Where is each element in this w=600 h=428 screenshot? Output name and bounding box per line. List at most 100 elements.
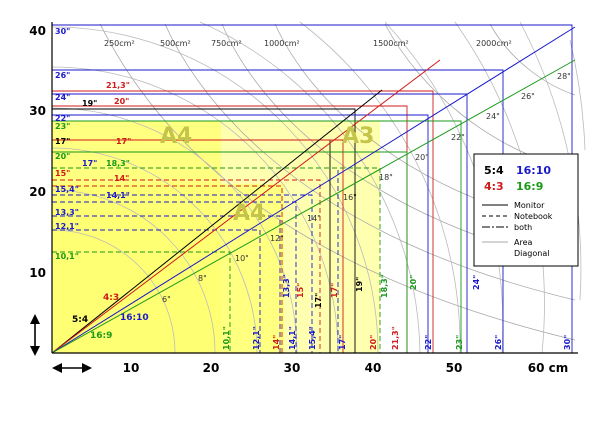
x-tick-labels: 10 20 30 40 50 60 cm [123, 361, 569, 375]
horizontal-arrow-head-left [52, 363, 62, 373]
ray-label-5-4: 5:4 [72, 315, 88, 325]
arc-20 [299, 21, 461, 354]
left-size-label: 23" [55, 122, 70, 131]
area-label-250: 250cm² [104, 39, 135, 48]
bottom-size-label: 20" [369, 335, 378, 350]
outline-23-169 [52, 120, 462, 353]
bottom-size-label: 26" [494, 335, 503, 350]
diag-label-18: 18" [379, 173, 393, 182]
vertical-arrow-head-down [30, 346, 40, 356]
left-size-label: 13,3" [55, 208, 79, 217]
left-size-label: 24" [55, 93, 70, 102]
ray-4-3 [51, 59, 441, 354]
diag-label-22: 22" [451, 133, 465, 142]
y-tick-10: 10 [29, 266, 46, 280]
legend-box [473, 153, 579, 267]
arc-8 [51, 189, 216, 354]
y-tick-30: 30 [29, 104, 46, 118]
left-size-label: 15" [55, 169, 70, 178]
legend-both: both [514, 223, 532, 232]
diag-label-14: 14" [307, 214, 321, 223]
left-size-label: 14,1" [106, 191, 130, 200]
left-size-label: 26" [55, 71, 70, 80]
outline-20-169 [52, 151, 408, 353]
legend-ratio-16-10: 16:10 [516, 164, 551, 177]
outline-154-1610 [52, 194, 313, 353]
arc-16 [51, 26, 379, 354]
diag-label-10: 10" [235, 254, 249, 263]
diag-label-6: 6" [162, 295, 171, 304]
left-size-label: 30" [55, 27, 70, 36]
bottom-size-label: 24" [472, 275, 481, 290]
x-tick-20: 20 [203, 361, 220, 375]
legend-diagonal: Diagonal [514, 249, 549, 258]
left-size-label: 17" [82, 159, 97, 168]
bottom-size-label: 13,3" [282, 274, 291, 298]
left-size-label: 10,1" [55, 252, 79, 261]
area-curve-2000 [489, 23, 576, 96]
bottom-size-label: 23" [455, 335, 464, 350]
area-curve-250 [99, 23, 576, 341]
ray-label-16-10: 16:10 [120, 313, 149, 323]
outline-101-169 [52, 251, 231, 353]
orientation-arrows [30, 314, 92, 373]
left-size-label: 19" [82, 99, 97, 108]
area-label-2000: 2000cm² [476, 39, 512, 48]
paper-labels: A4 A3 A4 [160, 124, 374, 226]
y-tick-40: 40 [29, 24, 46, 38]
legend: 5:4 16:10 4:3 16:9 Monitor Notebook both… [473, 153, 579, 267]
legend-ratio-16-9: 16:9 [516, 180, 543, 193]
ray-16-10 [51, 26, 576, 354]
bottom-size-label: 21,3" [391, 326, 400, 350]
diagonal-labels: 6" 8" 10" 12" 14" 16" 18" 20" 22" 24" 26… [162, 72, 571, 304]
legend-ratio-5-4: 5:4 [484, 164, 504, 177]
outline-17-1610 [52, 167, 339, 353]
outline-19-54 [52, 108, 356, 353]
area-labels: 250cm² 500cm² 750cm² 1000cm² 1500cm² 200… [104, 39, 512, 48]
bottom-size-labels: 10,1" 12,1" 14" 14,1" 13,3" 15" 15,4" 17" 17" 17"… [222, 274, 572, 350]
area-label-1000: 1000cm² [264, 39, 300, 48]
y-tick-20: 20 [29, 185, 46, 199]
area-label-750: 750cm² [211, 39, 242, 48]
legend-monitor: Monitor [514, 201, 545, 210]
ratio-rays [51, 26, 576, 354]
outline-133-1610 [52, 215, 281, 353]
notebook-outlines [52, 167, 381, 353]
bottom-size-label: 17" [314, 293, 323, 308]
arc-10 [51, 147, 258, 354]
ray-16-9 [51, 59, 576, 354]
legend-ratio-4-3: 4:3 [484, 180, 504, 193]
x-tick-30: 30 [284, 361, 301, 375]
bottom-size-label: 12,1" [252, 326, 261, 350]
bottom-size-label: 10,1" [222, 326, 231, 350]
arc-28 [569, 39, 586, 151]
paper-label-a3: A3 [342, 124, 374, 149]
x-tick-40: 40 [365, 361, 382, 375]
diag-label-16: 16" [343, 193, 357, 202]
diag-label-12: 12" [270, 234, 284, 243]
bottom-size-label: 20" [409, 275, 418, 290]
paper-label-a4: A4 [160, 124, 192, 149]
area-curve-500 [164, 23, 576, 301]
bottom-size-label: 17" [338, 335, 347, 350]
bottom-size-label: 19" [355, 277, 364, 292]
left-size-label: 12,1" [55, 222, 79, 231]
arc-18 [199, 21, 421, 354]
y-tick-labels: 10 20 30 40 [29, 24, 46, 280]
left-size-label: 21,3" [106, 81, 130, 90]
legend-notebook: Notebook [514, 212, 553, 221]
arc-6 [51, 229, 176, 354]
diag-label-28: 28" [557, 72, 571, 81]
bottom-size-label: 14" [272, 335, 281, 350]
ratio-ray-labels: 5:4 4:3 16:10 16:9 [72, 293, 149, 341]
paper-label-a4-rotated: A4 [233, 201, 265, 226]
left-size-label: 14" [114, 174, 129, 183]
outline-15-43 [52, 179, 321, 353]
outline-121-1610 [52, 229, 261, 353]
bottom-size-label: 22" [424, 335, 433, 350]
left-size-label: 17" [55, 137, 70, 146]
arc-12 [51, 107, 298, 354]
vertical-arrow-head-up [30, 314, 40, 324]
